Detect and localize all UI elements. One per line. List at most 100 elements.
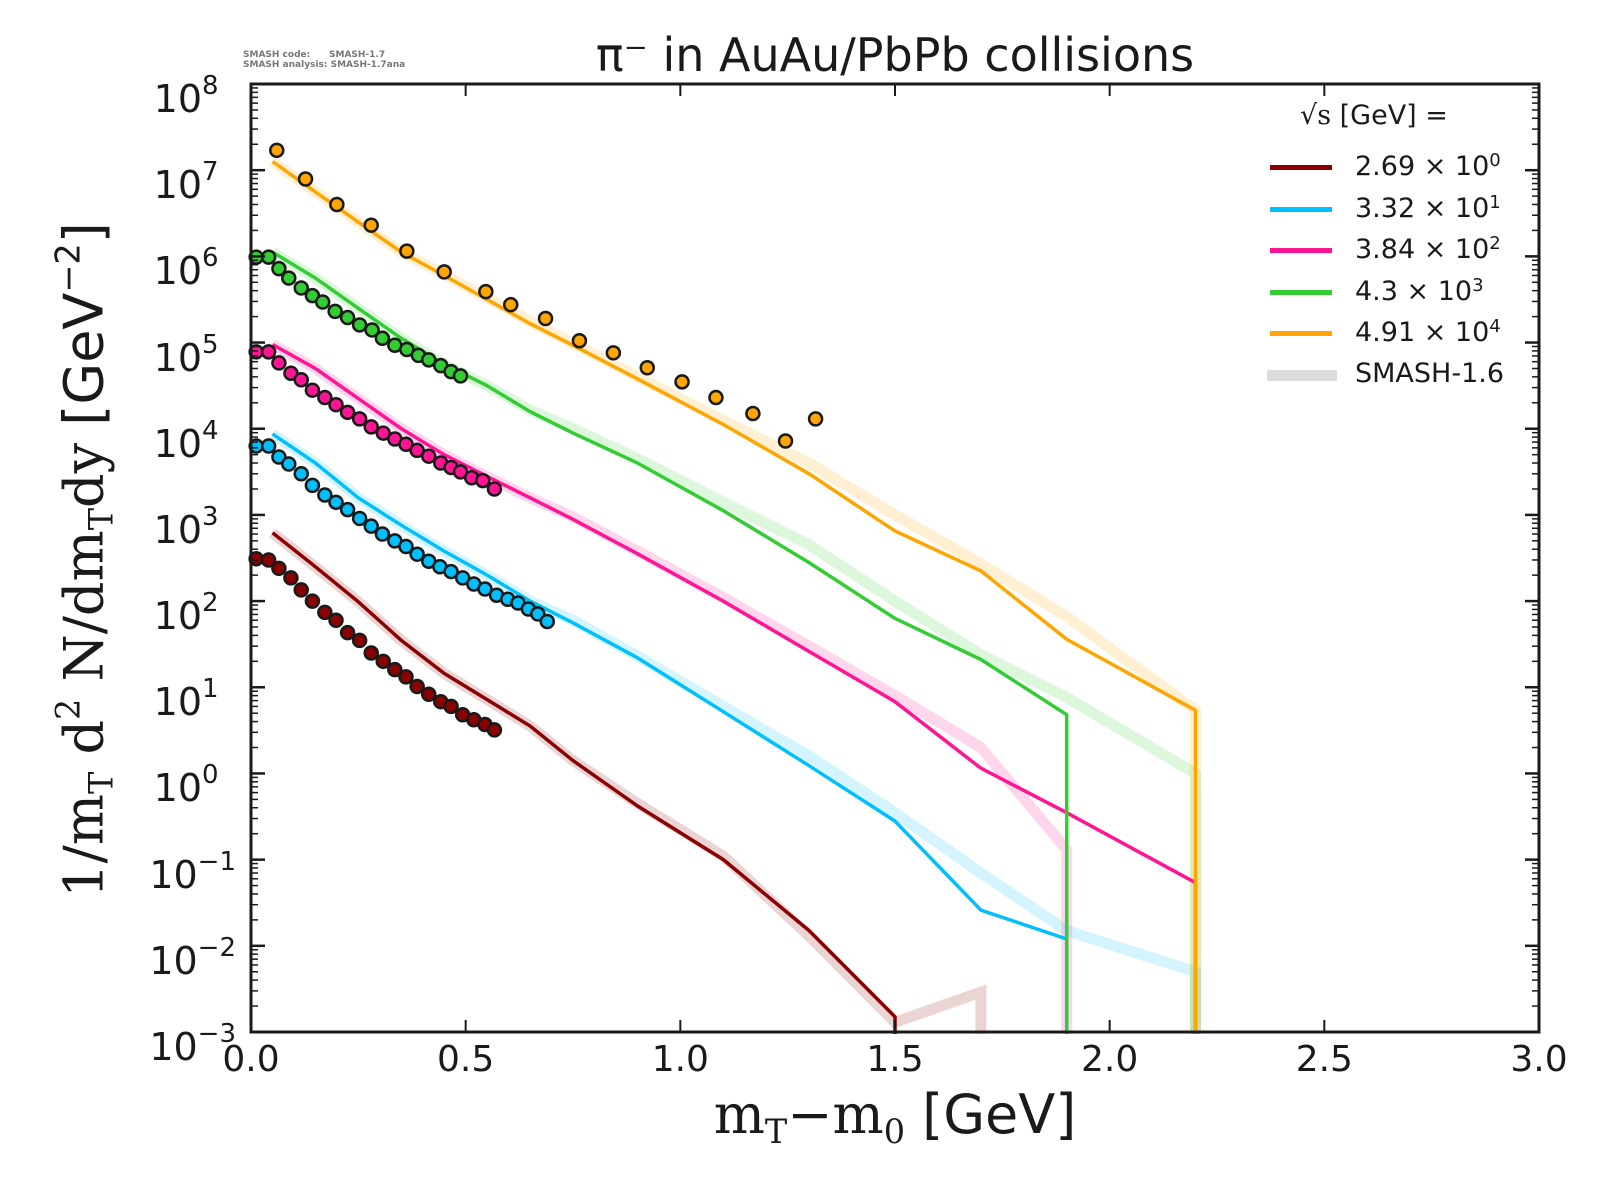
y-tick-exponent: 3 [202,501,219,532]
data-point-2-4 [293,372,309,388]
model-lines [271,160,1198,1034]
data-point-3-7 [327,303,343,320]
ylabel-sub-t2: T [81,507,121,531]
data-point-1-6 [317,487,333,503]
y-tick-base: 10 [149,852,198,897]
y-tick-exponent: 4 [202,415,219,446]
data-point-4-13 [708,389,724,406]
data-point-3-8 [339,309,356,326]
data-point-1-26 [539,613,555,630]
model-line-1 [271,432,1069,1034]
data-point-4-3 [363,217,379,233]
y-tick-base: 10 [153,421,202,466]
data-point-3-18 [452,368,469,384]
data-point-2-6 [317,389,333,406]
ylabel-sub-t: T [81,771,121,795]
legend-label: 4.91 × 104 [1355,316,1501,348]
legend-label: 3.32 × 101 [1355,191,1501,224]
data-point-2-20 [475,472,491,489]
xlabel-minus-m: −m [787,1083,884,1146]
data-point-4-15 [777,433,794,449]
y-tick-label: 101 [116,669,236,722]
data-point-0-13 [398,669,414,685]
xlabel-sub-t: T [764,1112,788,1152]
legend-label: 2.69 × 100 [1355,150,1501,182]
x-tick-label: 1.5 [866,1039,924,1080]
y-tick-exponent: 7 [202,157,219,188]
y-tick-label: 106 [116,238,236,291]
smash-1-6-reference-bands [269,157,1201,1034]
ylabel-unit-exp: −2 [48,243,88,293]
ylabel-pre: 1/m [52,794,116,898]
y-tick-exponent: 1 [202,674,219,705]
data-point-1-7 [328,494,344,511]
legend-swatch [1270,165,1332,170]
watermark-analysis: SMASH analysis: SMASH-1.7ana [243,60,406,70]
data-point-4-11 [639,359,656,376]
y-tick-exponent: 2 [202,588,219,619]
y-tick-base: 10 [153,77,202,121]
model-line-3 [271,250,1069,1034]
data-point-0-6 [317,604,333,621]
data-point-3-3 [281,270,297,286]
y-tick-base: 10 [153,766,202,811]
x-tick-label: 0.0 [222,1039,280,1080]
data-point-0-3 [283,570,299,586]
data-point-1-14 [409,546,425,562]
data-point-2-10 [363,419,379,435]
legend-swatch [1270,248,1332,253]
data-point-0-12 [387,661,403,678]
ylabel-unit: [GeV [52,292,116,443]
smash-1-6-band-2 [269,339,1073,1034]
x-axis-label: mT−m0 [GeV] [251,1085,1539,1162]
data-point-3-11 [374,330,391,347]
legend-label: SMASH-1.6 [1355,357,1505,389]
data-point-0-14 [409,678,425,695]
data-point-1-4 [293,466,309,482]
data-point-2-8 [339,404,356,421]
model-line-0 [271,531,897,1034]
data-point-3-9 [351,317,368,333]
y-tick-exponent: 6 [202,243,219,274]
data-point-0-17 [443,698,459,715]
data-point-4-0 [269,142,285,159]
y-tick-exponent: 5 [202,329,219,360]
y-tick-label: 102 [116,583,236,636]
data-point-2-15 [420,448,437,464]
y-tick-exponent: −3 [197,1019,236,1049]
data-point-1-3 [281,456,297,472]
data-point-4-12 [674,374,690,390]
data-point-3-15 [420,352,437,368]
experimental-data-points [248,142,824,738]
data-point-4-1 [297,171,314,187]
model-line-4 [271,160,1198,1034]
data-point-0-15 [420,686,437,702]
plot-frame [249,82,1541,1034]
legend-swatch [1270,331,1332,336]
data-point-3-6 [314,294,331,310]
data-point-2-7 [328,396,344,413]
data-point-0-9 [351,632,368,649]
data-point-1-5 [304,477,321,494]
data-point-0-8 [339,624,356,641]
data-point-3-10 [364,322,380,338]
y-tick-base: 10 [153,335,202,380]
data-point-0-1 [260,552,277,568]
data-point-4-14 [745,405,761,422]
smash-version-watermark: SMASH code: SMASH-1.7 SMASH analysis: SMA… [243,50,405,70]
smash-1-6-band-1 [269,429,1201,1034]
x-tick-label: 3.0 [1510,1039,1568,1080]
legend-header-unit: [GeV] = [1331,100,1448,131]
y-tick-base: 10 [153,249,202,294]
data-point-0-2 [271,560,287,577]
ylabel-d: d [52,719,116,772]
data-point-4-7 [502,296,519,313]
data-point-2-21 [486,481,503,497]
y-tick-exponent: 0 [202,760,219,791]
data-point-4-8 [537,310,554,327]
data-point-1-17 [443,563,459,580]
data-point-2-2 [271,355,287,371]
data-point-4-16 [807,411,824,427]
y-tick-exponent: 8 [202,71,219,101]
